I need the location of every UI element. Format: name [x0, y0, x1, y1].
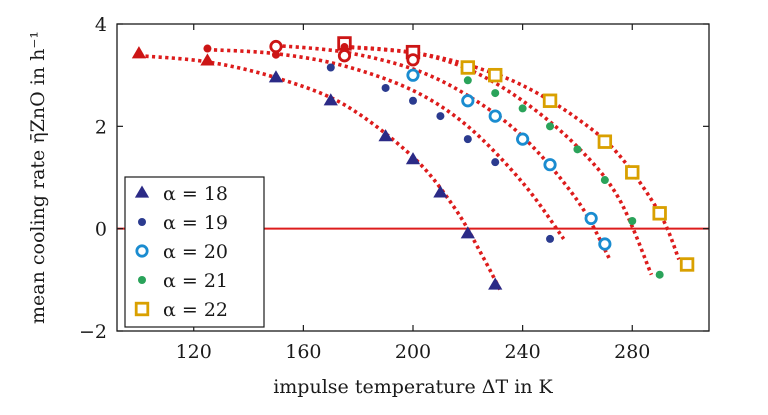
data-point-series-4: [463, 76, 472, 85]
data-point-series-4: [491, 89, 500, 98]
data-point-series-2: [381, 83, 390, 92]
data-point-series-3: [584, 211, 598, 226]
legend-marker-1: [134, 185, 150, 198]
data-point-series-1: [460, 226, 475, 239]
legend-marker-3: [135, 244, 149, 258]
legend-label-5: α = 22: [163, 299, 228, 321]
data-point-series-1: [405, 152, 421, 165]
legend-label-2: α = 19: [163, 212, 228, 234]
data-point-series-4: [518, 104, 527, 113]
legend-marker-4: [138, 276, 146, 284]
data-point-series-4: [600, 176, 609, 185]
data-points: [131, 36, 695, 290]
data-point-series-3: [488, 109, 502, 123]
y-tick-label: 4: [95, 14, 107, 36]
data-point-series-2: [491, 158, 500, 167]
data-point-series-4: [655, 270, 664, 279]
x-tick-label: 120: [176, 341, 212, 363]
x-tick-label: 240: [504, 341, 540, 363]
x-tick-label: 160: [285, 341, 321, 363]
overlap-point: [203, 44, 212, 53]
data-point-series-5: [625, 165, 640, 180]
data-point-series-5: [679, 257, 695, 272]
legend-label-1: α = 18: [163, 183, 228, 205]
data-point-series-4: [628, 216, 637, 225]
data-point-series-2: [463, 135, 472, 144]
legend-label-3: α = 20: [163, 241, 228, 263]
x-axis-label: impulse temperature ΔT in K: [273, 376, 553, 398]
overlap-point: [131, 46, 147, 59]
data-point-series-4: [546, 122, 555, 131]
data-point-series-5: [597, 134, 613, 149]
data-point-series-1: [268, 70, 284, 83]
y-axis-label: mean cooling rate η̄ZnO in h⁻¹: [27, 31, 49, 324]
data-point-series-1: [488, 277, 503, 290]
overlap-point: [340, 43, 349, 52]
data-point-series-2: [326, 63, 335, 72]
data-point-series-3: [406, 68, 420, 82]
data-point-series-3: [598, 237, 612, 251]
x-tick-label: 200: [395, 341, 431, 363]
overlap-point: [337, 49, 352, 63]
x-tick-label: 280: [614, 341, 650, 363]
data-point-series-2: [436, 112, 445, 121]
y-tick-label: −2: [79, 321, 107, 343]
overlap-point: [271, 50, 280, 59]
data-point-series-4: [573, 145, 582, 154]
data-point-series-2: [409, 96, 417, 105]
legend-label-4: α = 21: [163, 270, 228, 292]
legend-marker-2: [138, 218, 146, 226]
y-tick-label: 0: [95, 219, 107, 241]
data-point-series-5: [542, 93, 558, 108]
data-point-series-3: [516, 132, 530, 146]
data-point-series-1: [433, 185, 448, 198]
overlap-point: [406, 53, 420, 67]
data-point-series-5: [488, 67, 503, 83]
data-point-series-1: [378, 129, 393, 142]
data-point-series-3: [461, 94, 475, 108]
legend-marker-5: [134, 301, 150, 317]
overlap-point: [269, 39, 283, 54]
fit-curve-5: [344, 45, 681, 261]
legend: α = 18 α = 19 α = 20 α = 21 α = 22: [124, 176, 265, 328]
overlap-point: [200, 53, 215, 66]
y-tick-label: 2: [95, 116, 107, 138]
axis-ticks: 120 160 200 240 280 −2 0 2 4: [79, 14, 709, 363]
data-point-series-2: [546, 234, 555, 243]
data-point-series-5: [652, 206, 667, 221]
data-point-series-1: [323, 93, 338, 106]
data-point-series-3: [543, 158, 557, 172]
data-point-series-5: [460, 60, 476, 75]
